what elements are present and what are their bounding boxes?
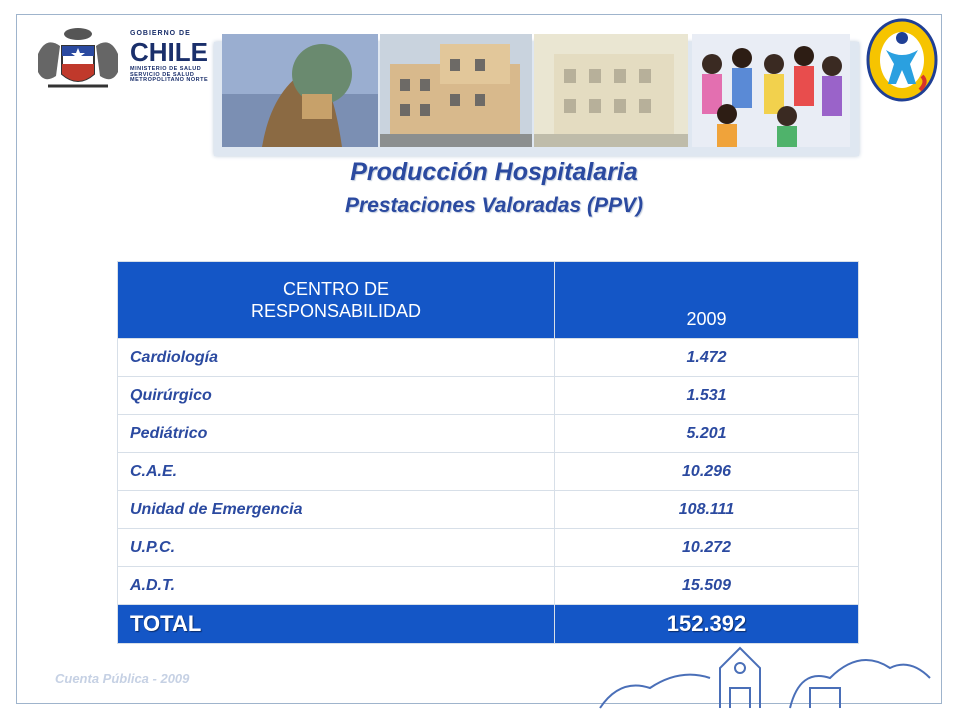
table-row: C.A.E. 10.296 — [117, 452, 859, 491]
row-name: Unidad de Emergencia — [117, 490, 555, 529]
table-row: Cardiología 1.472 — [117, 338, 859, 377]
building-photo-1 — [380, 34, 532, 147]
row-value: 108.111 — [554, 490, 859, 529]
row-value: 1.531 — [554, 376, 859, 415]
row-name: U.P.C. — [117, 528, 555, 567]
hospital-logo — [866, 18, 938, 102]
row-name: Pediátrico — [117, 414, 555, 453]
row-value: 15.509 — [554, 566, 859, 605]
gov-line2: CHILE — [130, 37, 208, 67]
table-header-row: CENTRO DE RESPONSABILIDAD 2009 — [117, 261, 859, 339]
row-name: C.A.E. — [117, 452, 555, 491]
footer-text: Cuenta Pública - 2009 — [55, 671, 190, 686]
table-row: Pediátrico 5.201 — [117, 414, 859, 453]
total-label: TOTAL — [117, 604, 555, 644]
gov-line1: GOBIERNO DE — [130, 30, 191, 37]
header-year: 2009 — [554, 261, 859, 339]
gov-line3: MINISTERIO DE SALUD — [130, 66, 202, 72]
row-name: Cardiología — [117, 338, 555, 377]
coat-of-arms-icon — [38, 28, 118, 88]
total-value: 152.392 — [554, 604, 859, 644]
mural-photo — [222, 34, 378, 147]
slide-frame — [16, 14, 942, 704]
header-centro-line1: CENTRO DE — [282, 279, 389, 299]
row-value: 5.201 — [554, 414, 859, 453]
table-row: Unidad de Emergencia 108.111 — [117, 490, 859, 529]
children-photo — [692, 34, 850, 147]
header-centro-line2: RESPONSABILIDAD — [250, 301, 422, 321]
hospital-sketch-decoration — [599, 646, 931, 709]
table-row: A.D.T. 15.509 — [117, 566, 859, 605]
row-name: A.D.T. — [117, 566, 555, 605]
row-value: 10.296 — [554, 452, 859, 491]
header-centro: CENTRO DE RESPONSABILIDAD — [117, 261, 555, 339]
table-row: Quirúrgico 1.531 — [117, 376, 859, 415]
page-title: Producción Hospitalaria — [350, 158, 638, 186]
row-name: Quirúrgico — [117, 376, 555, 415]
table-row: U.P.C. 10.272 — [117, 528, 859, 567]
page-subtitle: Prestaciones Valoradas (PPV) — [344, 194, 644, 217]
gov-line5: METROPOLITANO NORTE — [130, 77, 209, 83]
row-value: 10.272 — [554, 528, 859, 567]
row-value: 1.472 — [554, 338, 859, 377]
gov-line4: SERVICIO DE SALUD — [130, 71, 195, 78]
photo-banner — [214, 34, 859, 156]
production-table: CENTRO DE RESPONSABILIDAD 2009 Cardiolog… — [117, 261, 859, 644]
building-photo-2 — [534, 34, 688, 147]
table-total-row: TOTAL 152.392 — [117, 604, 859, 644]
gobierno-chile-logo: GOBIERNO DE CHILE MINISTERIO DE SALUD SE… — [28, 24, 218, 102]
